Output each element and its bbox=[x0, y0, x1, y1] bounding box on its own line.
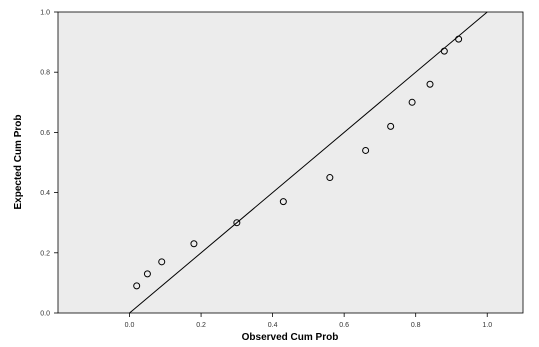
x-tick-label: 0.2 bbox=[196, 322, 206, 329]
data-point bbox=[362, 146, 370, 154]
x-tick-label: 0.6 bbox=[339, 322, 349, 329]
axis-ticks: 0.0 0.2 0.4 0.6 0.8 1.0 0.0 0.2 0.4 0.6 0.8 1.0 bbox=[40, 10, 492, 330]
y-tick-label: 0.4 bbox=[40, 190, 50, 197]
data-point bbox=[190, 240, 198, 248]
data-point bbox=[133, 282, 141, 290]
data-point bbox=[279, 198, 287, 206]
y-tick-label: 0.0 bbox=[40, 311, 50, 318]
y-axis-title: Expected Cum Prob bbox=[13, 114, 24, 209]
data-points bbox=[133, 35, 463, 290]
reference-line-layer bbox=[129, 11, 488, 314]
data-point bbox=[143, 270, 151, 278]
data-point bbox=[440, 47, 448, 55]
data-point bbox=[233, 219, 241, 227]
data-point bbox=[426, 80, 434, 88]
y-tick-label: 1.0 bbox=[40, 10, 50, 17]
y-tick-label: 0.6 bbox=[40, 130, 50, 137]
x-tick-label: 0.8 bbox=[411, 322, 421, 329]
y-tick-label: 0.8 bbox=[40, 70, 50, 77]
x-axis-title: Observed Cum Prob bbox=[242, 332, 339, 343]
y-tick-label: 0.2 bbox=[40, 250, 50, 257]
data-point bbox=[326, 174, 334, 182]
plot-area bbox=[57, 11, 524, 314]
data-point bbox=[158, 258, 166, 266]
x-tick-label: 1.0 bbox=[482, 322, 492, 329]
data-point bbox=[408, 98, 416, 106]
x-tick-label: 0.4 bbox=[268, 322, 278, 329]
data-point bbox=[455, 35, 463, 43]
data-point bbox=[387, 122, 395, 130]
x-tick-label: 0.0 bbox=[125, 322, 135, 329]
reference-line bbox=[129, 11, 488, 314]
